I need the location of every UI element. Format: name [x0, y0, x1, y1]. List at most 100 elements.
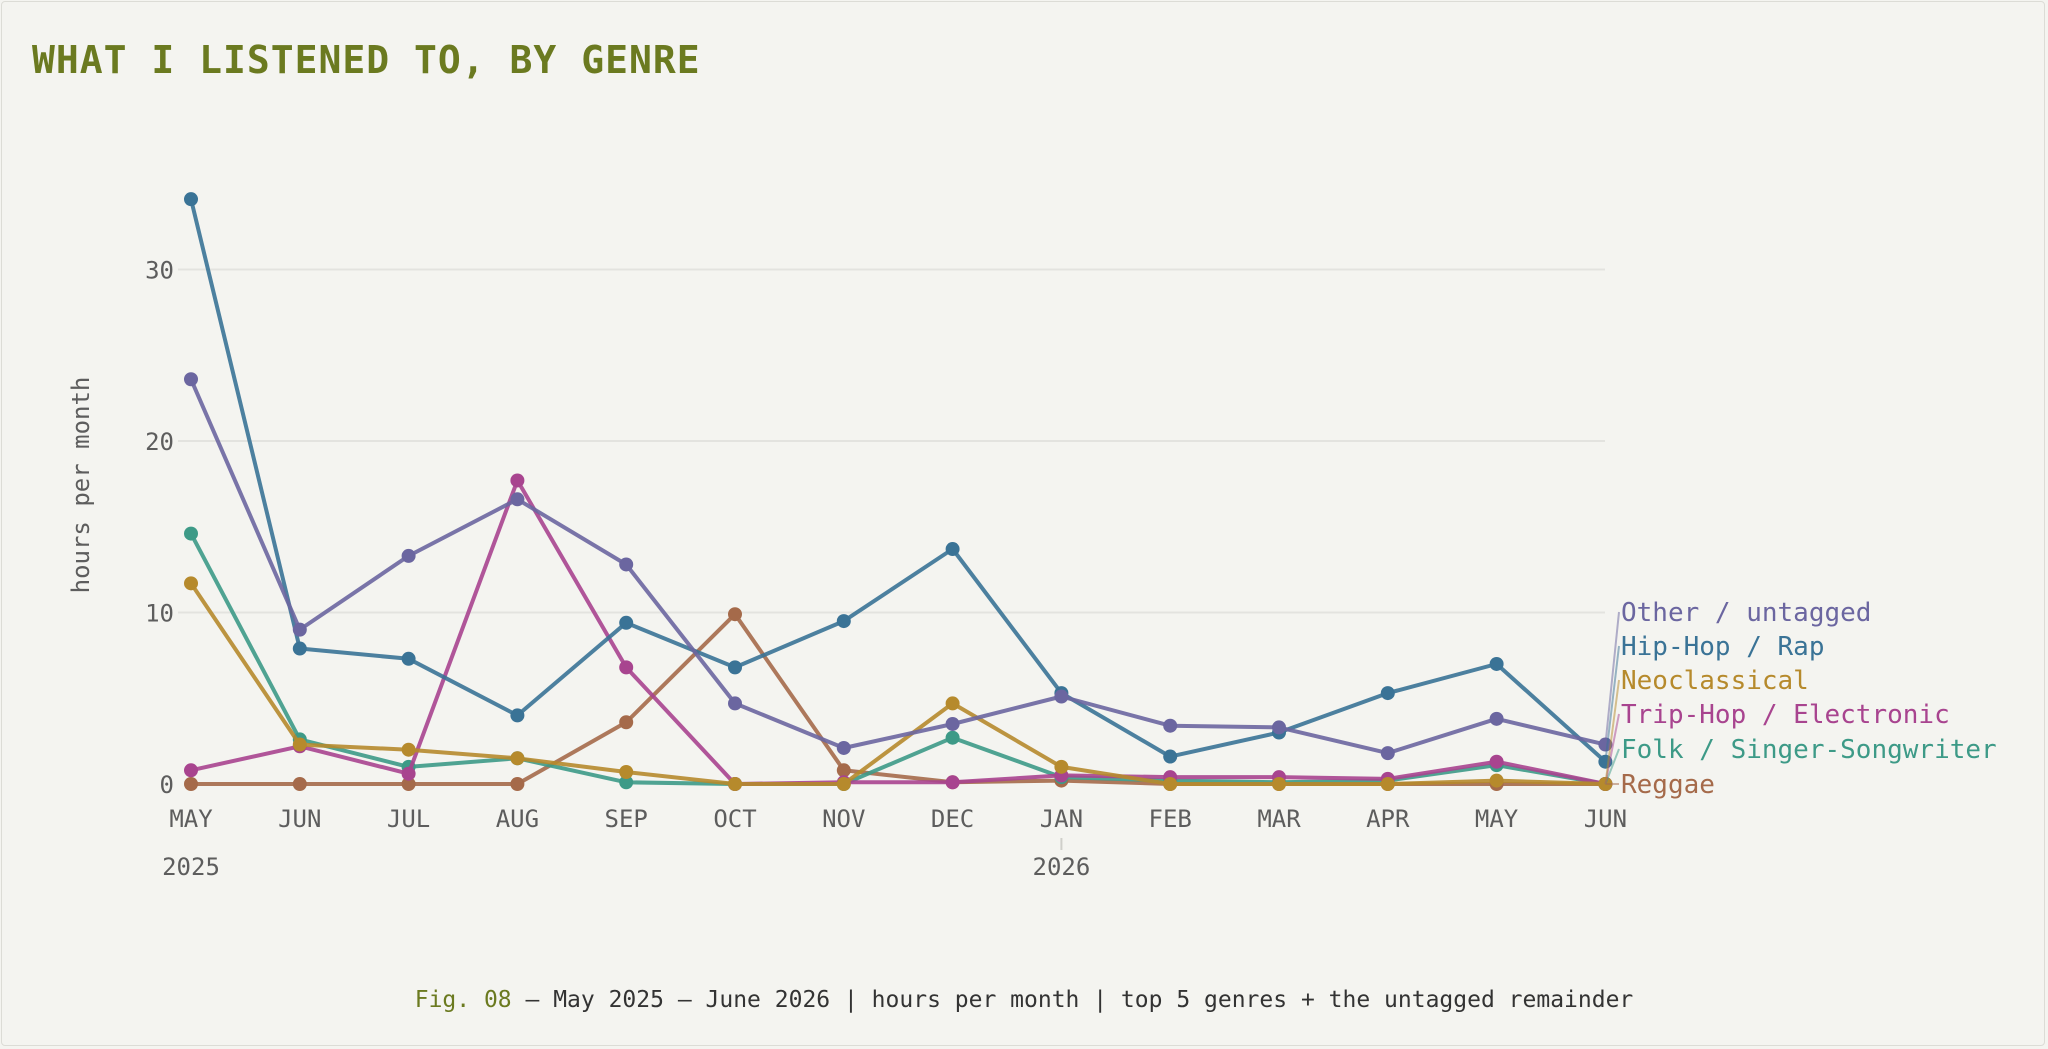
caption-fig-label: Fig. 08	[414, 987, 512, 1013]
series-lines	[184, 192, 1613, 791]
data-point	[510, 492, 525, 507]
data-point	[292, 641, 307, 656]
data-point	[184, 576, 198, 591]
data-point	[510, 751, 525, 766]
axes: 0 10 20 30 hours per month MAY JUN JUL AUG SEP OCT…	[67, 257, 1627, 882]
data-point	[1380, 686, 1395, 701]
x-tick-label: JAN	[1040, 805, 1083, 833]
legend-connector	[1604, 748, 1620, 785]
data-point	[1380, 746, 1395, 761]
data-point	[728, 696, 742, 711]
x-tick-label: SEP	[605, 805, 648, 833]
x-tick-label: DEC	[931, 805, 974, 833]
legend-connector	[1604, 645, 1620, 762]
data-point	[945, 775, 960, 790]
legend-label: Reggae	[1621, 770, 1715, 800]
data-point	[619, 715, 634, 730]
data-point	[1163, 718, 1178, 733]
x-tick-label: APR	[1366, 805, 1410, 833]
data-point	[292, 777, 307, 791]
data-point	[510, 473, 525, 488]
data-point	[836, 763, 851, 778]
x-tick-label: NOV	[822, 805, 865, 833]
legend: Reggae Folk / Singer-Songwriter Trip-Hop /…	[1604, 598, 1997, 800]
caption-text: — May 2025 – June 2026 | hours per month…	[511, 987, 1634, 1013]
x-year-label: 2026	[1033, 853, 1091, 881]
x-tick-label: JUN	[278, 805, 321, 833]
data-point	[184, 763, 198, 778]
x-tick-label: MAY	[1475, 805, 1519, 833]
line-chart: 0 10 20 30 hours per month MAY JUN JUL AUG SEP OCT…	[67, 192, 1997, 882]
y-tick-label: 10	[145, 600, 174, 628]
chart-title: WHAT I LISTENED TO, BY GENRE	[32, 38, 701, 82]
y-tick-label: 0	[160, 771, 174, 799]
data-point	[510, 708, 525, 723]
legend-label: Neoclassical	[1621, 666, 1809, 696]
x-tick-label: AUG	[496, 805, 539, 833]
data-point	[619, 660, 634, 675]
data-point	[184, 777, 198, 791]
data-point	[945, 696, 960, 711]
data-point	[1163, 777, 1178, 791]
data-point	[728, 660, 742, 675]
data-point	[945, 542, 960, 557]
series-line	[189, 197, 1608, 764]
data-point	[945, 730, 960, 745]
x-tick-label: MAY	[169, 805, 213, 833]
x-year-label: 2025	[162, 853, 220, 881]
figure-caption: Fig. 08 — May 2025 – June 2026 | hours p…	[0, 987, 2048, 1013]
data-point	[728, 777, 742, 791]
data-point	[836, 614, 851, 629]
data-point	[1380, 777, 1395, 791]
data-point	[401, 548, 416, 563]
data-point	[1054, 759, 1069, 774]
data-point	[1054, 689, 1069, 704]
data-point	[1489, 773, 1504, 788]
data-point	[619, 775, 634, 790]
data-point	[401, 766, 416, 781]
data-point	[510, 777, 525, 791]
series-line	[189, 478, 1608, 786]
data-point	[728, 607, 742, 622]
legend-connector	[1604, 679, 1620, 785]
data-point	[401, 742, 416, 757]
legend-label: Trip-Hop / Electronic	[1621, 700, 1950, 730]
grid-lines	[178, 268, 1605, 614]
legend-label: Other / untagged	[1621, 598, 1871, 628]
legend-connector	[1604, 611, 1620, 745]
data-point	[184, 526, 198, 541]
y-axis-label: hours per month	[67, 377, 95, 594]
data-point	[401, 651, 416, 666]
legend-label: Folk / Singer-Songwriter	[1621, 735, 1997, 765]
data-point	[401, 777, 416, 791]
data-point	[184, 372, 198, 387]
data-point	[1489, 711, 1504, 726]
data-point	[292, 737, 307, 752]
x-tick-label: JUL	[387, 805, 430, 833]
data-point	[292, 622, 307, 637]
data-point	[619, 557, 634, 572]
data-point	[1272, 720, 1286, 735]
data-point	[1163, 749, 1178, 764]
series-line	[189, 377, 1608, 756]
x-tick-label: MAR	[1257, 805, 1301, 833]
y-tick-label: 30	[145, 257, 174, 285]
series-line	[189, 612, 1608, 786]
x-tick-label: OCT	[713, 805, 756, 833]
data-point	[1489, 656, 1504, 671]
y-tick-label: 20	[145, 428, 174, 456]
data-point	[619, 615, 634, 630]
data-point	[1489, 754, 1504, 769]
data-point	[945, 716, 960, 731]
data-point	[836, 740, 851, 755]
x-tick-label: JUN	[1584, 805, 1627, 833]
data-point	[1272, 777, 1286, 791]
series-line	[189, 581, 1608, 786]
x-tick-label: FEB	[1149, 805, 1192, 833]
data-point	[184, 192, 198, 207]
data-point	[836, 777, 851, 791]
legend-label: Hip-Hop / Rap	[1621, 632, 1825, 662]
data-point	[619, 764, 634, 779]
series-line	[189, 531, 1608, 786]
